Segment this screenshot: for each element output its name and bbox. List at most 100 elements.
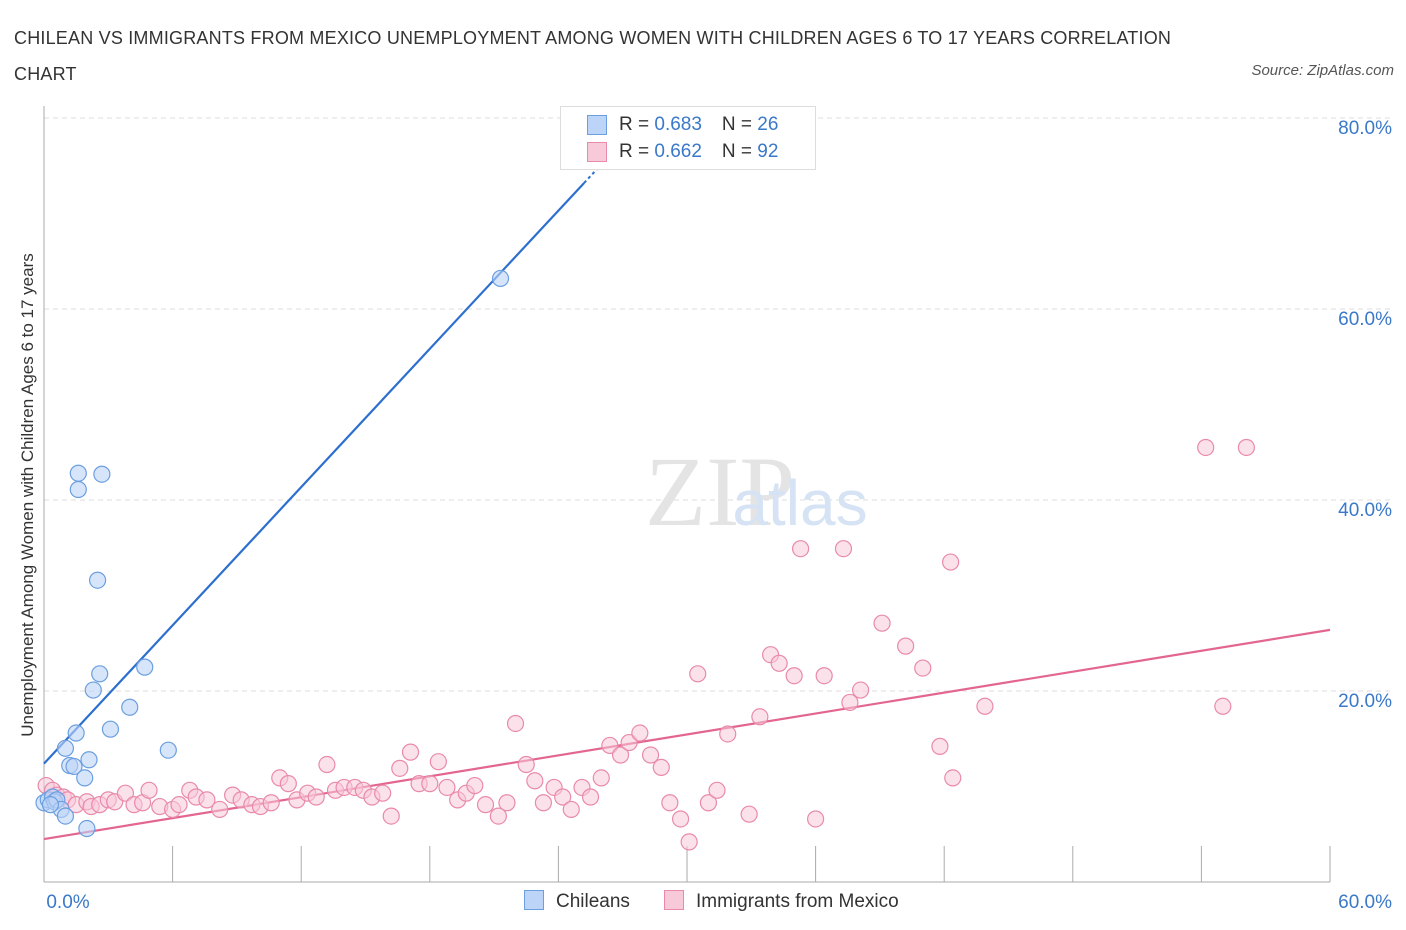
axes xyxy=(43,106,1331,883)
point-mexico xyxy=(719,725,737,743)
legend-n-mexico: 92 xyxy=(757,141,779,162)
point-chileans xyxy=(93,465,111,483)
point-mexico xyxy=(914,659,932,677)
legend-r-label: R = xyxy=(619,114,655,135)
point-mexico xyxy=(852,681,870,699)
x-tick-labels: 0.0% 60.0% xyxy=(46,892,1392,913)
legend-swatch-chileans xyxy=(524,890,544,910)
grid-lines xyxy=(44,117,1392,692)
point-mexico xyxy=(534,794,552,812)
x-tick-label: 60.0% xyxy=(1338,892,1392,913)
legend-swatch-mexico xyxy=(664,890,684,910)
point-mexico xyxy=(1237,438,1256,457)
point-mexico xyxy=(944,769,962,787)
point-mexico xyxy=(661,794,679,812)
point-mexico xyxy=(562,800,580,819)
point-mexico xyxy=(382,807,400,825)
point-mexico xyxy=(476,796,495,814)
y-tick-label: 40.0% xyxy=(1338,500,1392,521)
point-mexico xyxy=(806,810,825,828)
legend-r-mexico: 0.662 xyxy=(654,141,702,162)
point-mexico xyxy=(751,708,769,726)
point-mexico xyxy=(438,778,456,797)
point-chileans xyxy=(80,751,98,769)
point-mexico xyxy=(198,791,216,809)
legend-stats: R = 0.683 N = 26 R = 0.662 N = 92 xyxy=(560,106,816,170)
point-mexico xyxy=(401,743,420,761)
point-mexico xyxy=(262,794,280,812)
y-tick-label: 20.0% xyxy=(1338,691,1392,712)
point-mexico xyxy=(506,714,525,733)
point-mexico xyxy=(1197,438,1215,457)
point-mexico xyxy=(307,788,325,806)
point-chileans xyxy=(121,698,139,716)
point-mexico xyxy=(170,796,188,814)
watermark-atlas: atlas xyxy=(732,467,867,539)
point-chileans xyxy=(65,757,83,776)
point-mexico xyxy=(592,769,610,787)
point-mexico xyxy=(211,800,229,819)
point-chileans xyxy=(76,769,94,787)
y-tick-labels: 20.0% 40.0% 60.0% 80.0% xyxy=(1338,118,1392,712)
legend-label-mexico: Immigrants from Mexico xyxy=(696,891,899,912)
point-mexico xyxy=(489,807,507,825)
point-mexico xyxy=(526,772,544,790)
legend-text-mexico: R = 0.662 N = 92 xyxy=(619,140,778,164)
point-chileans xyxy=(56,739,75,757)
point-mexico xyxy=(517,755,535,774)
point-mexico xyxy=(671,810,690,828)
point-mexico xyxy=(620,733,638,752)
point-mexico xyxy=(740,805,758,823)
point-mexico xyxy=(466,776,484,795)
legend-label-chileans: Chileans xyxy=(556,891,630,912)
legend-item-chileans[interactable]: Chileans xyxy=(524,888,630,916)
legend-swatch-chileans xyxy=(587,115,607,135)
legend-swatch-mexico xyxy=(587,142,607,162)
chileans-points xyxy=(35,269,510,838)
point-chileans xyxy=(69,480,87,499)
point-mexico xyxy=(581,788,600,806)
point-mexico xyxy=(279,775,297,793)
point-mexico xyxy=(689,665,707,683)
point-chileans xyxy=(67,724,85,742)
legend-item-mexico[interactable]: Immigrants from Mexico xyxy=(664,888,899,916)
point-mexico xyxy=(631,724,649,742)
point-mexico xyxy=(699,794,718,812)
point-mexico xyxy=(611,746,630,764)
legend-n-label: N = xyxy=(721,114,758,135)
point-chileans xyxy=(159,741,177,759)
point-mexico xyxy=(942,553,960,571)
point-mexico xyxy=(652,758,670,777)
point-mexico xyxy=(873,614,891,632)
point-mexico xyxy=(140,781,158,799)
point-mexico xyxy=(931,737,949,755)
point-mexico xyxy=(708,781,726,799)
legend-r-chileans: 0.683 xyxy=(654,114,702,135)
point-mexico xyxy=(554,788,572,806)
point-chileans xyxy=(41,796,60,814)
y-tick-label: 80.0% xyxy=(1338,118,1392,139)
legend-text-chileans: R = 0.683 N = 26 xyxy=(619,113,778,137)
legend-n-label: N = xyxy=(721,141,758,162)
y-tick-label: 60.0% xyxy=(1338,309,1392,330)
point-mexico xyxy=(391,759,409,777)
point-mexico xyxy=(421,775,439,793)
point-mexico xyxy=(841,693,859,712)
point-mexico xyxy=(791,540,810,558)
point-chileans xyxy=(56,807,75,825)
point-chileans xyxy=(91,665,109,683)
point-mexico xyxy=(897,637,915,655)
point-mexico xyxy=(834,540,853,558)
point-mexico xyxy=(815,667,833,685)
point-mexico xyxy=(429,753,447,771)
legend-r-label: R = xyxy=(619,141,655,162)
point-mexico xyxy=(498,794,516,812)
trend-line-chileans xyxy=(43,182,585,765)
point-mexico xyxy=(601,736,619,755)
legend-n-chileans: 26 xyxy=(757,114,779,135)
point-chileans xyxy=(84,681,102,699)
point-chileans xyxy=(88,571,107,589)
watermark: ZIP xyxy=(645,436,795,547)
point-mexico xyxy=(374,784,392,802)
